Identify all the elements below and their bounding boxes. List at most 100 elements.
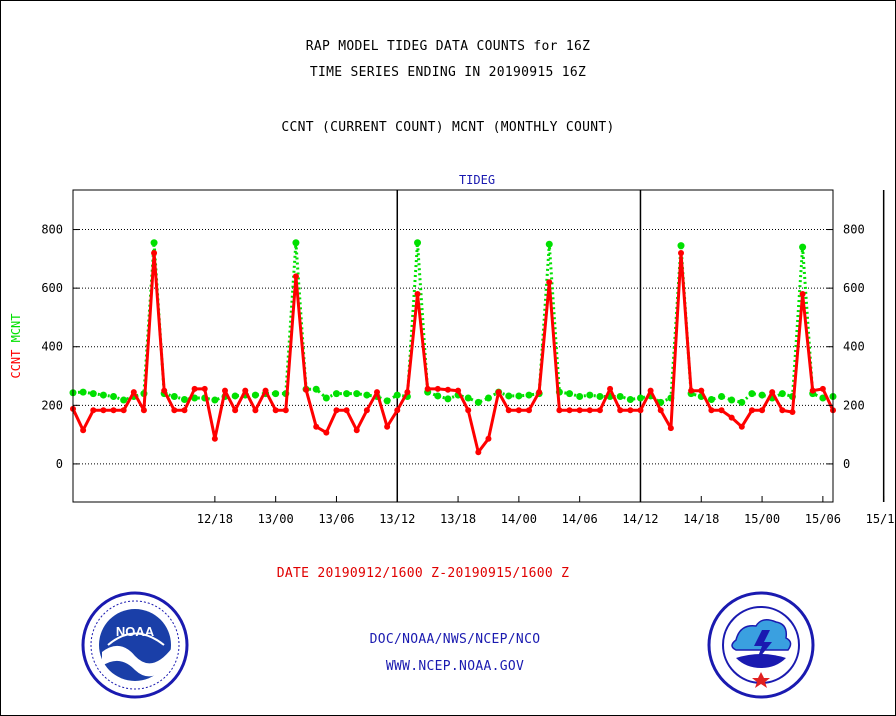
y-tick-label-right: 200 bbox=[843, 398, 865, 412]
data-point-mcnt bbox=[718, 393, 726, 401]
data-point-ccnt bbox=[475, 449, 482, 456]
data-point-ccnt bbox=[789, 409, 796, 416]
data-point-ccnt bbox=[819, 385, 826, 392]
data-point-mcnt bbox=[170, 393, 178, 401]
data-point-ccnt bbox=[282, 407, 289, 414]
data-point-ccnt bbox=[343, 407, 350, 414]
data-point-ccnt bbox=[140, 407, 147, 414]
data-point-mcnt bbox=[150, 239, 158, 247]
data-point-ccnt bbox=[374, 389, 380, 396]
data-point-ccnt bbox=[526, 407, 532, 414]
data-point-ccnt bbox=[759, 407, 766, 414]
data-point-ccnt bbox=[627, 407, 634, 414]
data-point-ccnt bbox=[536, 389, 543, 396]
data-point-ccnt bbox=[779, 407, 786, 414]
y-tick-label-right: 400 bbox=[843, 340, 865, 354]
data-point-ccnt bbox=[607, 385, 614, 392]
data-point-ccnt bbox=[303, 386, 310, 393]
data-point-ccnt bbox=[728, 414, 735, 421]
y-axis-label-mcnt: MCNT bbox=[9, 313, 23, 342]
data-point-mcnt bbox=[515, 392, 523, 400]
data-point-mcnt bbox=[272, 390, 280, 398]
data-point-mcnt bbox=[677, 242, 685, 250]
y-tick-label-left: 0 bbox=[56, 457, 63, 471]
data-point-ccnt bbox=[505, 407, 512, 414]
grid-layer bbox=[73, 190, 885, 502]
data-point-mcnt bbox=[474, 398, 482, 406]
data-point-ccnt bbox=[718, 407, 725, 414]
data-point-mcnt bbox=[525, 391, 533, 399]
data-point-ccnt bbox=[586, 407, 593, 414]
data-point-ccnt bbox=[596, 407, 603, 414]
data-point-ccnt bbox=[424, 385, 431, 392]
x-tick-label: 14/00 bbox=[501, 512, 537, 526]
noaa-logo-icon: NOAA bbox=[81, 591, 189, 699]
data-point-ccnt bbox=[414, 291, 421, 297]
data-point-mcnt bbox=[566, 390, 574, 398]
series-line-mcnt bbox=[72, 241, 834, 404]
data-point-mcnt bbox=[505, 392, 513, 400]
data-point-ccnt bbox=[455, 387, 462, 394]
data-point-ccnt bbox=[151, 249, 158, 256]
data-point-ccnt bbox=[110, 407, 117, 414]
x-tick-label: 14/18 bbox=[683, 512, 719, 526]
data-point-ccnt bbox=[394, 407, 401, 414]
data-point-ccnt bbox=[546, 279, 553, 286]
data-point-mcnt bbox=[191, 394, 199, 402]
data-point-mcnt bbox=[464, 394, 472, 402]
data-point-ccnt bbox=[688, 387, 695, 394]
data-point-mcnt bbox=[596, 393, 604, 401]
data-point-ccnt bbox=[809, 387, 816, 394]
data-point-mcnt bbox=[616, 393, 624, 401]
data-point-ccnt bbox=[566, 407, 573, 414]
data-point-ccnt bbox=[161, 387, 168, 394]
x-tick-label: 14/06 bbox=[562, 512, 598, 526]
data-point-mcnt bbox=[576, 393, 584, 401]
data-point-ccnt bbox=[242, 387, 249, 394]
data-point-mcnt bbox=[120, 396, 128, 404]
data-point-ccnt bbox=[404, 389, 411, 396]
y-axis-label-ccnt: CCNT bbox=[9, 342, 23, 378]
data-point-ccnt bbox=[90, 407, 97, 414]
data-point-mcnt bbox=[211, 396, 219, 404]
data-point-mcnt bbox=[414, 239, 422, 247]
data-point-mcnt bbox=[728, 396, 736, 404]
data-point-ccnt bbox=[576, 407, 583, 414]
url-label: WWW.NCEP.NOAA.GOV bbox=[385, 659, 525, 674]
data-point-ccnt bbox=[100, 407, 107, 414]
data-point-ccnt bbox=[495, 389, 502, 396]
chart-title-model: RAP MODEL TIDEG DATA COUNTS for 16Z bbox=[305, 39, 591, 54]
x-tick-label: 15/00 bbox=[744, 512, 780, 526]
y-tick-label-right: 600 bbox=[843, 281, 865, 295]
data-point-ccnt bbox=[211, 435, 218, 442]
series-line-ccnt bbox=[71, 251, 835, 454]
axis-layer: 0 0 200 200 400 400 600 600 800 800 12/18 13/00 13/0… bbox=[9, 173, 896, 526]
data-point-ccnt bbox=[678, 249, 684, 256]
y-tick-label-left: 600 bbox=[41, 281, 63, 295]
data-point-mcnt bbox=[312, 385, 320, 393]
plot-title: TIDEG bbox=[459, 173, 495, 187]
data-point-ccnt bbox=[769, 389, 776, 396]
data-point-mcnt bbox=[393, 391, 401, 399]
data-point-ccnt bbox=[232, 407, 239, 414]
data-point-ccnt bbox=[444, 386, 451, 393]
chart-title-series: TIME SERIES ENDING IN 20190915 16Z bbox=[309, 65, 587, 80]
data-point-mcnt bbox=[110, 393, 118, 401]
data-point-ccnt bbox=[434, 385, 441, 392]
data-point-ccnt bbox=[465, 407, 472, 414]
data-point-ccnt bbox=[181, 407, 188, 414]
data-point-mcnt bbox=[819, 394, 827, 402]
data-point-mcnt bbox=[89, 390, 97, 398]
data-point-ccnt bbox=[120, 407, 127, 414]
data-point-ccnt bbox=[708, 407, 715, 414]
data-point-mcnt bbox=[778, 390, 786, 398]
data-point-ccnt bbox=[191, 385, 198, 392]
data-point-mcnt bbox=[363, 391, 371, 399]
plot-area-frame bbox=[72, 189, 834, 503]
data-point-mcnt bbox=[383, 397, 391, 405]
x-tick-label: 15/12 bbox=[866, 512, 896, 526]
data-point-ccnt bbox=[384, 423, 391, 430]
data-point-ccnt bbox=[657, 407, 664, 414]
data-point-ccnt bbox=[201, 385, 208, 392]
